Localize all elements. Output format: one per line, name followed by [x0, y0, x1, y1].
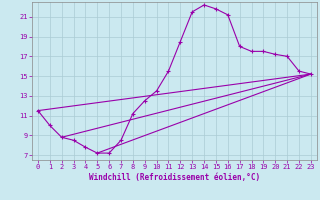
X-axis label: Windchill (Refroidissement éolien,°C): Windchill (Refroidissement éolien,°C) [89, 173, 260, 182]
